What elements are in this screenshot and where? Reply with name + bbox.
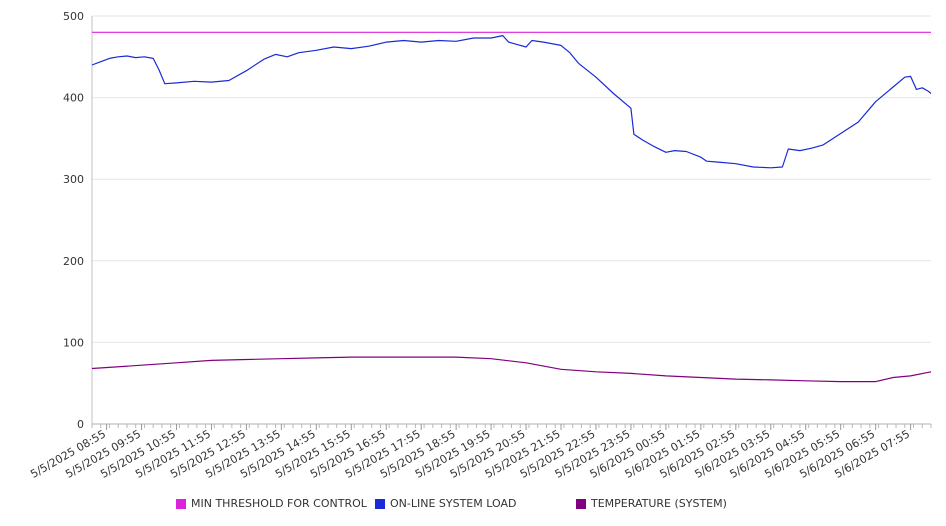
legend: MIN THRESHOLD FOR CONTROL ON-LINE SYSTEM… xyxy=(0,497,946,515)
legend-swatch-threshold xyxy=(176,498,186,509)
legend-item-temperature[interactable]: TEMPERATURE (SYSTEM) xyxy=(576,497,727,510)
legend-item-threshold[interactable]: MIN THRESHOLD FOR CONTROL xyxy=(176,497,367,510)
grid-lines xyxy=(92,15,931,343)
legend-item-load[interactable]: ON-LINE SYSTEM LOAD xyxy=(375,497,516,510)
y-tick-label-400: 400 xyxy=(63,92,84,105)
series-line-on-line-system-load xyxy=(91,34,932,169)
y-tick-label-500: 500 xyxy=(63,10,84,23)
y-tick-label-100: 100 xyxy=(63,336,84,349)
legend-swatch-temperature xyxy=(576,498,586,509)
y-tick-label-0: 0 xyxy=(77,418,84,431)
legend-label-temperature: TEMPERATURE (SYSTEM) xyxy=(591,497,727,510)
y-tick-label-200: 200 xyxy=(63,255,84,268)
y-tick-labels: 0 100 200 300 400 500 xyxy=(63,10,84,431)
y-tick-label-300: 300 xyxy=(63,173,84,186)
legend-swatch-load xyxy=(375,498,385,509)
axes xyxy=(91,16,932,430)
series-line-temperature-system xyxy=(91,356,932,383)
x-tick-labels: 5/5/2025 08:555/5/2025 09:555/5/2025 10:… xyxy=(28,427,912,481)
legend-label-threshold: MIN THRESHOLD FOR CONTROL xyxy=(191,497,367,510)
legend-label-load: ON-LINE SYSTEM LOAD xyxy=(390,497,517,510)
series-lines xyxy=(91,31,932,383)
